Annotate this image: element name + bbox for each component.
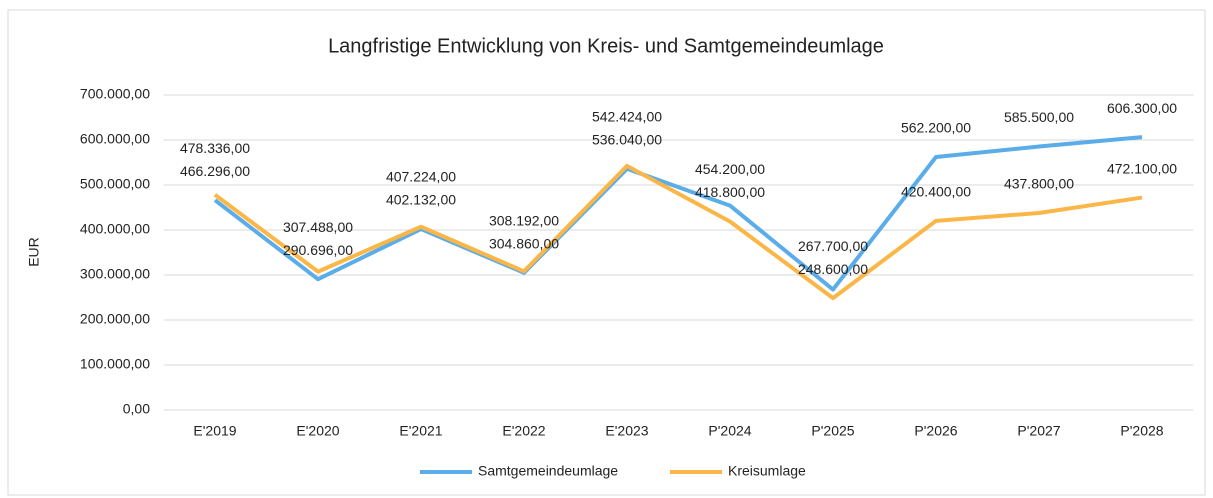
chart-title: Langfristige Entwicklung von Kreis- und … bbox=[328, 35, 884, 57]
y-tick-label: 200.000,00 bbox=[80, 311, 150, 327]
data-label: 454.200,00 bbox=[695, 161, 765, 177]
data-label: 290.696,00 bbox=[283, 242, 353, 258]
data-label: 536.040,00 bbox=[592, 131, 662, 147]
data-label: 304.860,00 bbox=[489, 236, 559, 252]
data-label: 267.700,00 bbox=[798, 238, 868, 254]
y-tick-label: 100.000,00 bbox=[80, 356, 150, 372]
y-axis-label: EUR bbox=[26, 237, 42, 267]
data-label: 562.200,00 bbox=[901, 120, 971, 136]
y-tick-label: 400.000,00 bbox=[80, 221, 150, 237]
data-label: 418.800,00 bbox=[695, 184, 765, 200]
legend-label: Samtgemeindeumlage bbox=[478, 463, 618, 479]
x-tick-label: E'2023 bbox=[605, 423, 648, 439]
data-label: 585.500,00 bbox=[1004, 109, 1074, 125]
data-label: 472.100,00 bbox=[1107, 160, 1177, 176]
y-tick-label: 300.000,00 bbox=[80, 266, 150, 282]
data-label: 307.488,00 bbox=[283, 219, 353, 235]
x-tick-label: E'2019 bbox=[193, 423, 236, 439]
data-label: 248.600,00 bbox=[798, 261, 868, 277]
data-label: 478.336,00 bbox=[180, 140, 250, 156]
data-label: 437.800,00 bbox=[1004, 176, 1074, 192]
x-tick-label: P'2024 bbox=[708, 423, 751, 439]
y-tick-label: 500.000,00 bbox=[80, 176, 150, 192]
x-tick-label: P'2027 bbox=[1017, 423, 1060, 439]
x-tick-label: E'2021 bbox=[399, 423, 442, 439]
x-tick-label: E'2020 bbox=[296, 423, 339, 439]
chart-border bbox=[7, 9, 1206, 496]
x-tick-label: P'2025 bbox=[811, 423, 854, 439]
data-label: 402.132,00 bbox=[386, 192, 456, 208]
x-tick-label: P'2028 bbox=[1120, 423, 1163, 439]
line-series bbox=[213, 135, 1143, 292]
legend-label: Kreisumlage bbox=[728, 463, 806, 479]
y-tick-label: 700.000,00 bbox=[80, 86, 150, 102]
data-label: 542.424,00 bbox=[592, 108, 662, 124]
x-tick-label: E'2022 bbox=[502, 423, 545, 439]
data-label: 420.400,00 bbox=[901, 184, 971, 200]
y-tick-label: 600.000,00 bbox=[80, 131, 150, 147]
data-label: 407.224,00 bbox=[386, 169, 456, 185]
data-label: 606.300,00 bbox=[1107, 100, 1177, 116]
line-series bbox=[213, 163, 1143, 301]
data-label: 308.192,00 bbox=[489, 213, 559, 229]
data-label: 466.296,00 bbox=[180, 163, 250, 179]
x-tick-label: P'2026 bbox=[914, 423, 957, 439]
y-tick-label: 0,00 bbox=[123, 401, 150, 417]
